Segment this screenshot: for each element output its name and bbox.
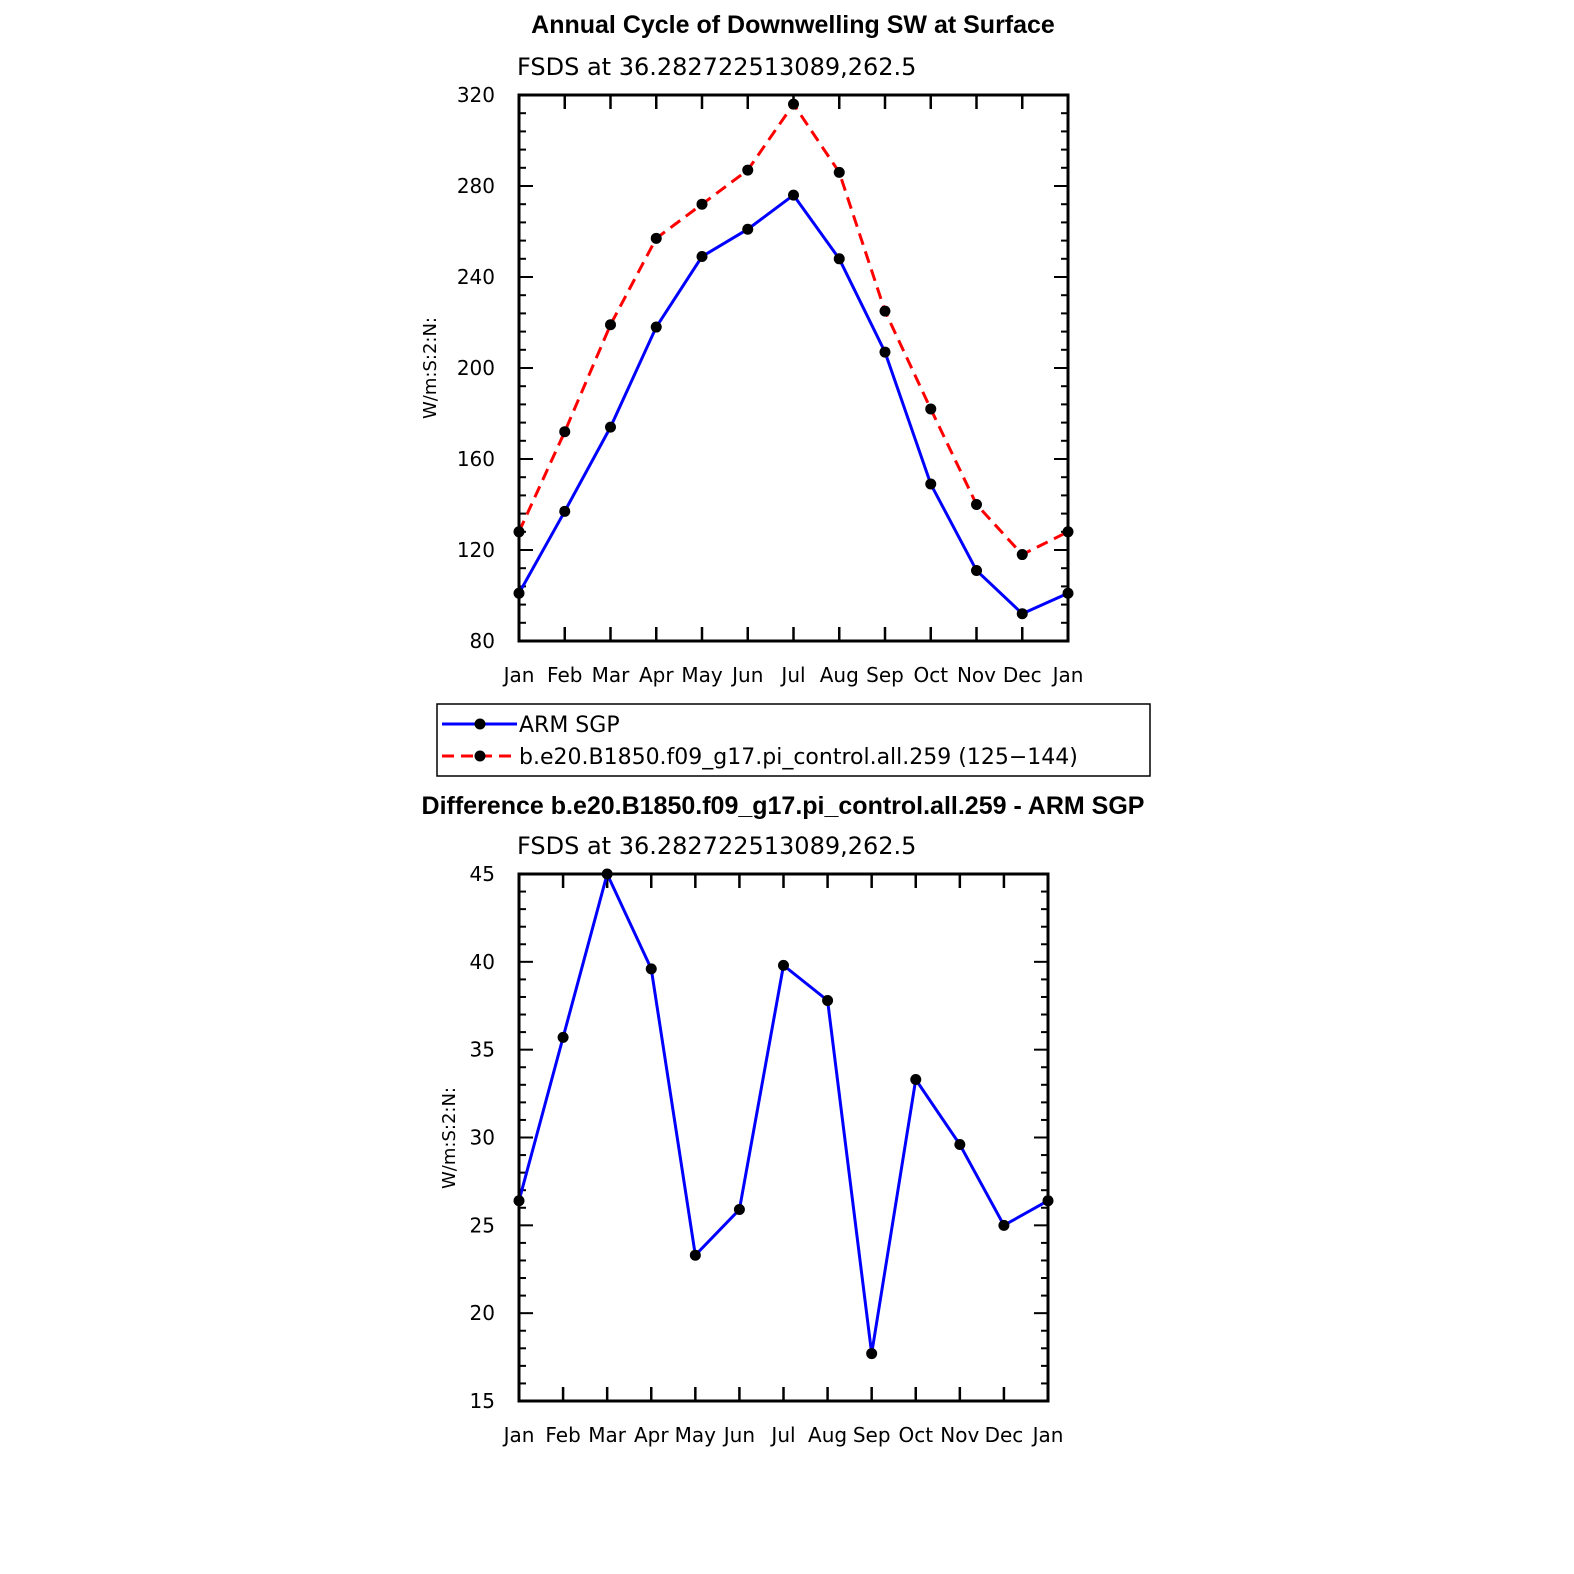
data-point	[954, 1139, 966, 1151]
data-point	[833, 253, 845, 265]
data-point	[778, 959, 789, 971]
x-tick-label: Aug	[820, 663, 859, 687]
y-axis-label: W/m:S:2:N:	[420, 317, 441, 419]
legend-marker	[474, 750, 486, 762]
x-tick-label: Jun	[730, 663, 763, 687]
x-tick-label: Jan	[502, 663, 535, 687]
x-tick-label: Oct	[898, 1423, 933, 1447]
data-point	[1016, 608, 1028, 620]
x-tick-label: Oct	[913, 663, 948, 687]
x-tick-label: Nov	[957, 663, 996, 687]
y-tick-label: 30	[470, 1126, 495, 1150]
x-tick-label: Sep	[866, 663, 904, 687]
x-tick-label: May	[681, 663, 723, 687]
y-tick-label: 280	[457, 174, 495, 198]
x-tick-label: Dec	[1003, 663, 1042, 687]
series-line-2	[517, 101, 1069, 557]
y-tick-label: 20	[470, 1301, 495, 1325]
x-tick-label: May	[675, 1423, 717, 1447]
data-point	[733, 1204, 745, 1216]
chart-subtitle: FSDS at 36.282722513089,262.5	[517, 832, 916, 860]
y-tick-label: 240	[457, 265, 495, 289]
y-tick-label: 120	[457, 538, 495, 562]
data-point	[788, 98, 799, 110]
y-tick-label: 25	[470, 1213, 495, 1237]
x-tick-label: Jan	[502, 1423, 535, 1447]
data-point	[822, 994, 834, 1006]
data-point	[605, 319, 616, 331]
data-point	[742, 164, 754, 176]
data-point	[559, 426, 571, 438]
x-tick-label: Jan	[1051, 663, 1084, 687]
legend: ARM SGP b.e20.B1850.f09_g17.pi_control.al…	[436, 703, 1151, 777]
data-point	[998, 1219, 1010, 1231]
y-tick-label: 200	[457, 356, 495, 380]
x-tick-label: Jul	[779, 663, 805, 687]
plot-frame	[517, 93, 1070, 643]
y-axis-label: W/m:S:2:N:	[439, 1087, 460, 1189]
y-tick-label: 35	[470, 1038, 495, 1062]
x-tick-label: Dec	[985, 1423, 1024, 1447]
legend-label: b.e20.B1850.f09_g17.pi_control.all.259 (…	[519, 745, 1078, 770]
x-tick-label: Jul	[769, 1423, 795, 1447]
data-point	[742, 223, 754, 235]
chart-1: Annual Cycle of Downwelling SW at Surfac…	[420, 11, 1151, 777]
x-tick-label: Aug	[808, 1423, 847, 1447]
data-point	[971, 499, 982, 510]
data-point	[910, 1074, 922, 1086]
x-tick-label: Jun	[722, 1423, 755, 1447]
data-point	[925, 403, 937, 415]
data-point	[696, 198, 708, 210]
data-point	[879, 305, 891, 317]
x-tick-label: Apr	[639, 663, 674, 687]
chart-2: Difference b.e20.B1850.f09_g17.pi_contro…	[422, 792, 1145, 1447]
y-tick-label: 80	[470, 629, 495, 653]
y-tick-label: 45	[470, 862, 495, 886]
legend-marker	[474, 718, 486, 730]
y-tick-label: 40	[470, 950, 495, 974]
y-tick-label: 15	[470, 1389, 495, 1413]
data-point	[788, 189, 799, 201]
data-point	[925, 478, 937, 490]
plot-frame	[517, 872, 1050, 1403]
chart-title: Difference b.e20.B1850.f09_g17.pi_contro…	[422, 792, 1145, 820]
data-point	[971, 564, 982, 576]
data-point	[605, 421, 616, 433]
data-point	[879, 346, 891, 358]
data-point	[645, 963, 657, 975]
data-point	[650, 321, 662, 333]
y-tick-label: 320	[457, 83, 495, 107]
x-tick-label: Feb	[547, 663, 582, 687]
chart-subtitle: FSDS at 36.282722513089,262.5	[517, 53, 916, 81]
x-tick-label: Apr	[634, 1423, 669, 1447]
data-point	[696, 251, 708, 263]
x-tick-label: Mar	[588, 1423, 627, 1447]
series-line-1	[517, 192, 1069, 616]
data-point	[689, 1249, 701, 1261]
y-tick-label: 160	[457, 447, 495, 471]
x-tick-label: Jan	[1031, 1423, 1064, 1447]
data-point	[1016, 549, 1028, 561]
x-tick-label: Sep	[853, 1423, 891, 1447]
data-point	[559, 505, 571, 517]
legend-label: ARM SGP	[519, 713, 620, 738]
x-tick-label: Mar	[592, 663, 631, 687]
data-point	[866, 1348, 878, 1360]
x-tick-label: Nov	[940, 1423, 979, 1447]
data-point	[833, 166, 845, 178]
x-tick-label: Feb	[545, 1423, 580, 1447]
series-line-1	[517, 869, 1049, 1354]
data-point	[650, 232, 662, 244]
data-point	[557, 1031, 569, 1043]
chart-title: Annual Cycle of Downwelling SW at Surfac…	[531, 11, 1055, 39]
legend-box	[436, 703, 1151, 777]
